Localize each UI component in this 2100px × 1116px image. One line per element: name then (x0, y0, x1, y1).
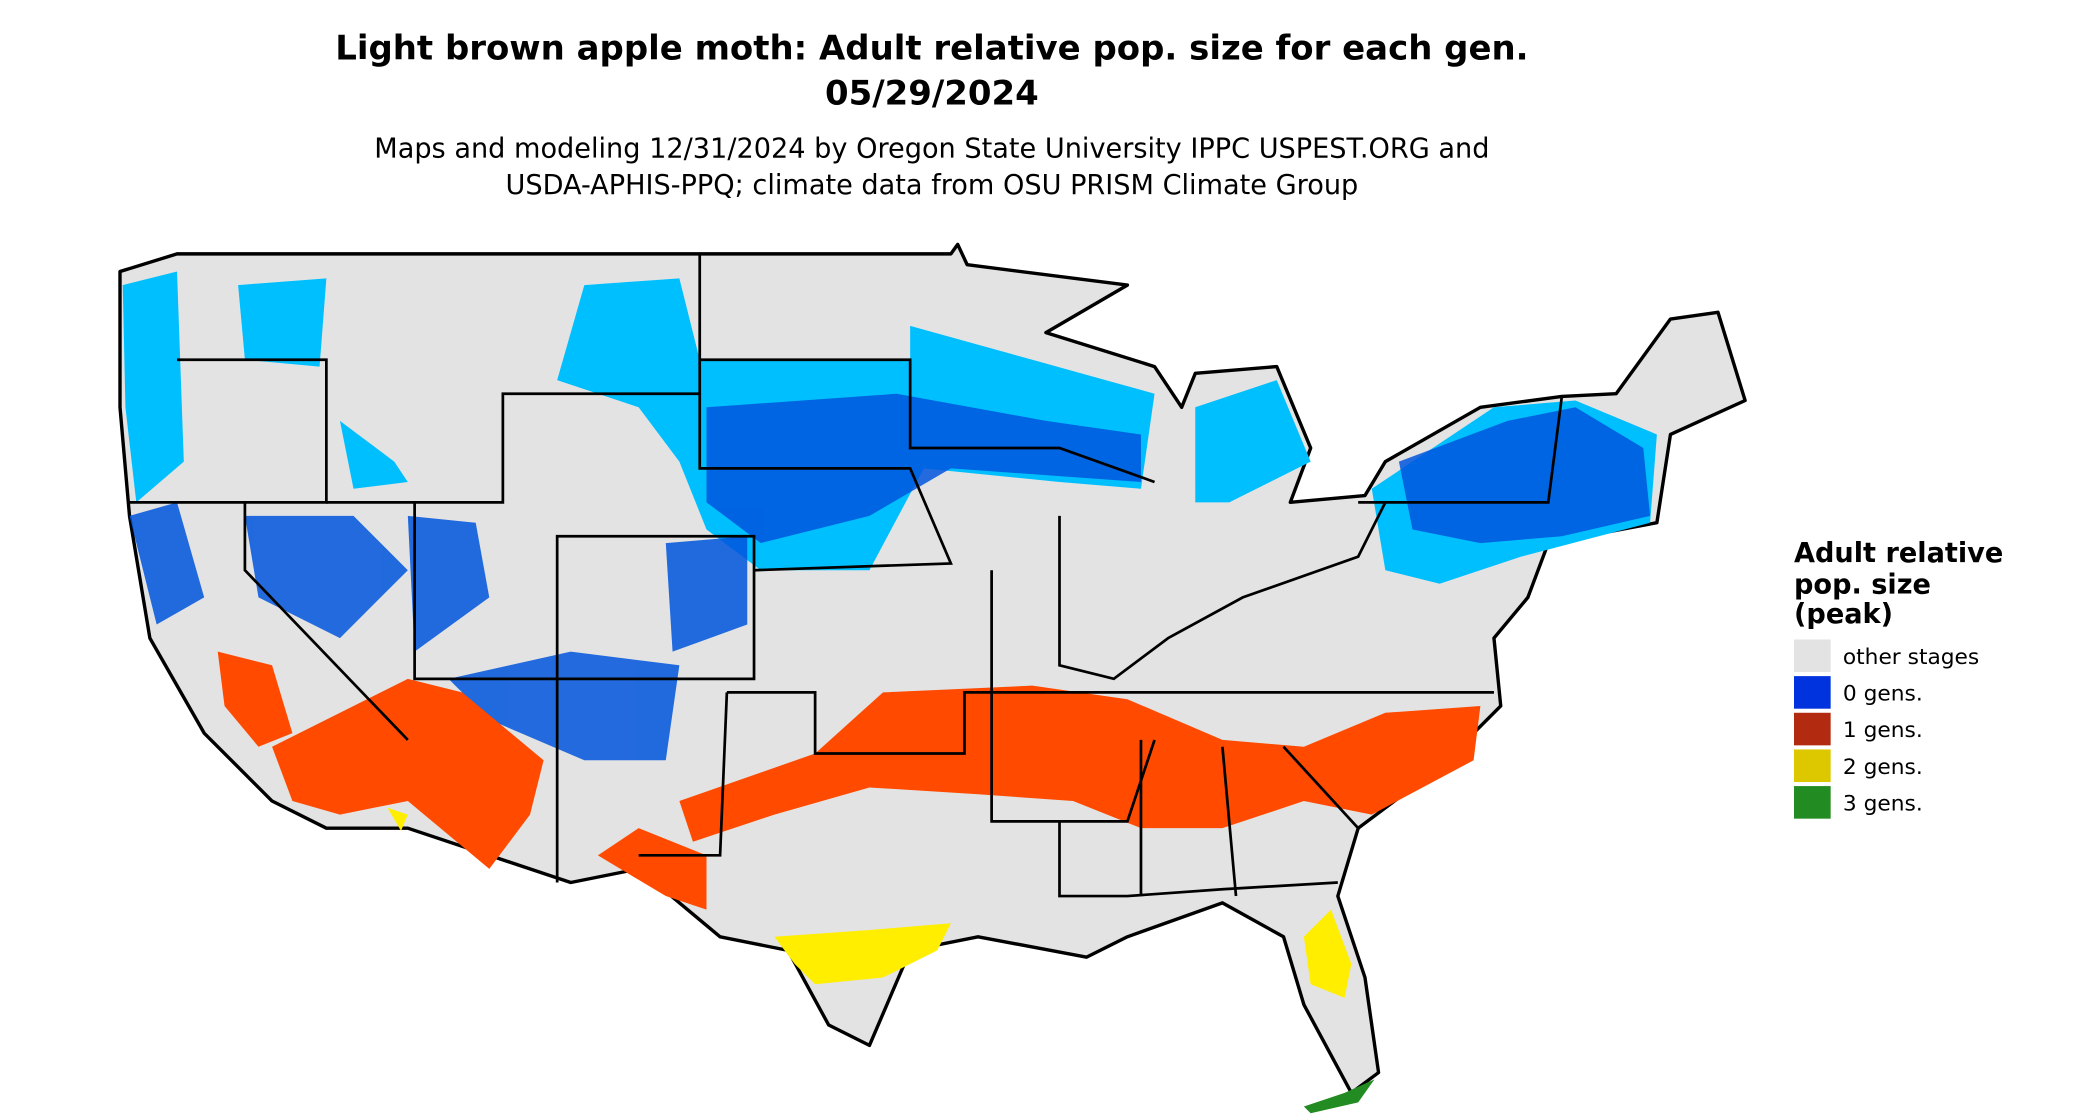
legend-swatch (1794, 786, 1831, 819)
green-areas (1303, 1079, 1375, 1114)
title: Light brown apple moth: Adult relative p… (335, 29, 1528, 69)
legend-label: 2 gens. (1843, 755, 1923, 780)
legend-swatch (1794, 749, 1831, 783)
legend-swatch (1794, 712, 1831, 746)
legend-title: (peak) (1794, 599, 1893, 630)
legend-label: 1 gens. (1843, 718, 1923, 743)
orange-areas (217, 651, 1481, 910)
legend-label: other stages (1843, 645, 1979, 670)
legend-items: other stages 0 gens. 1 gens. 2 gens. 3 gens. (1794, 639, 1979, 819)
legend-title: pop. size (1794, 569, 1931, 600)
subtitle: USDA-APHIS-PPQ; climate data from OSU PR… (505, 170, 1358, 201)
legend-label: 3 gens. (1843, 792, 1923, 817)
legend-title: Adult relative (1794, 538, 2003, 569)
subtitle: Maps and modeling 12/31/2024 by Oregon S… (374, 133, 1489, 164)
title-date: 05/29/2024 (825, 74, 1039, 114)
us-map (118, 242, 1747, 1114)
legend-swatch (1794, 639, 1831, 673)
legend: Adult relative pop. size (peak) other st… (1794, 538, 2003, 819)
legend-label: 0 gens. (1843, 682, 1923, 707)
legend-swatch (1794, 676, 1831, 709)
yellow-areas (387, 807, 1352, 998)
state-borders (129, 253, 1564, 898)
